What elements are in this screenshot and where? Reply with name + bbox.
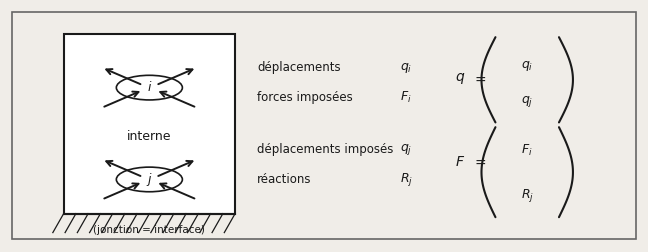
Text: $R_j$: $R_j$ xyxy=(400,171,413,188)
Text: $q_j$: $q_j$ xyxy=(521,94,533,109)
Text: $F_i$: $F_i$ xyxy=(400,90,411,105)
Text: (jonction = interface): (jonction = interface) xyxy=(93,226,205,235)
Text: j: j xyxy=(148,173,151,186)
Text: $q_j$: $q_j$ xyxy=(400,142,413,157)
Text: $F$: $F$ xyxy=(456,154,466,169)
Text: $q_i$: $q_i$ xyxy=(521,59,533,73)
Text: forces imposées: forces imposées xyxy=(257,91,353,104)
Text: $=$: $=$ xyxy=(472,154,487,169)
Text: $q$: $q$ xyxy=(456,71,466,86)
Text: $q_i$: $q_i$ xyxy=(400,61,413,75)
Text: déplacements: déplacements xyxy=(257,61,341,74)
Text: $=$: $=$ xyxy=(472,72,487,86)
Text: réactions: réactions xyxy=(257,173,312,186)
Text: déplacements imposés: déplacements imposés xyxy=(257,143,394,156)
Text: $R_j$: $R_j$ xyxy=(520,187,534,204)
Text: i: i xyxy=(148,81,151,94)
Bar xyxy=(64,34,235,214)
Text: $F_i$: $F_i$ xyxy=(522,143,533,159)
Text: interne: interne xyxy=(127,130,172,143)
